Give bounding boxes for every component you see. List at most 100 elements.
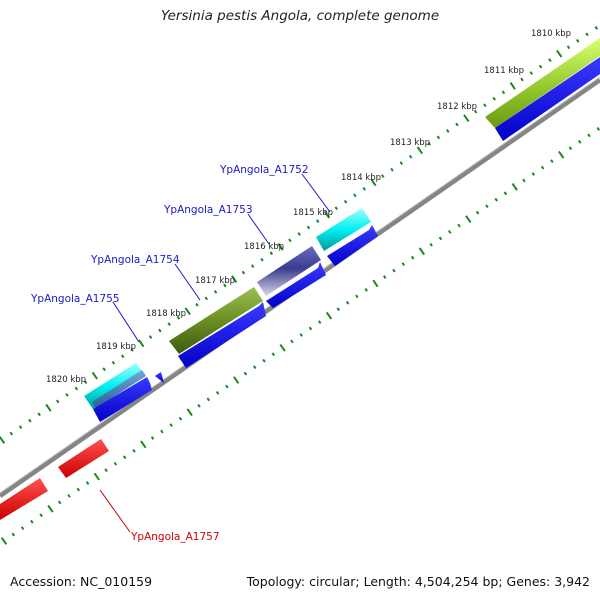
tick-mark <box>122 455 127 460</box>
tick-mark <box>538 64 543 69</box>
tick-mark <box>104 468 108 473</box>
gene-label-a1757[interactable]: YpAngola_A1757 <box>130 531 220 543</box>
tick-mark <box>20 526 25 530</box>
tick-mark <box>252 365 257 370</box>
gene-label-a1754[interactable]: YpAngola_A1754 <box>90 254 180 266</box>
tick-mark <box>243 371 248 376</box>
leader-line-a1757 <box>99 489 131 533</box>
tick-mark <box>315 219 320 223</box>
tick-mark <box>215 391 220 395</box>
tick-mark <box>531 172 536 176</box>
tick-mark <box>447 230 452 234</box>
tick-mark <box>429 242 433 247</box>
tick-mark <box>279 344 286 352</box>
tick-mark <box>308 326 313 331</box>
tick-mark <box>503 191 508 196</box>
cds-arrow-lime <box>495 57 600 141</box>
tick-mark <box>150 436 155 440</box>
gene-label-a1755[interactable]: YpAngola_A1755 <box>30 293 120 305</box>
tick-label-1818: 1818 kbp <box>146 309 186 319</box>
tick-mark <box>297 232 301 236</box>
gene-label-a1753[interactable]: YpAngola_A1753 <box>163 204 253 216</box>
tick-mark <box>399 161 404 166</box>
tick-mark <box>269 251 274 256</box>
tick-mark <box>520 77 524 82</box>
tick-mark <box>494 197 498 202</box>
tick-mark <box>241 270 246 275</box>
tick-mark <box>30 519 34 524</box>
leader-line-a1755 <box>112 301 140 343</box>
tick-mark <box>28 418 32 423</box>
tick-mark <box>262 358 266 363</box>
tick-mark <box>463 114 470 122</box>
tick-label-1815: 1815 kbp <box>293 208 333 218</box>
tick-mark <box>353 193 357 198</box>
tick-mark <box>390 167 394 172</box>
cds-arrow-a1755 <box>93 377 152 422</box>
tick-mark <box>362 187 366 191</box>
leader-line-a1753 <box>247 213 270 245</box>
tick-mark <box>57 500 62 505</box>
tick-mark <box>223 283 227 288</box>
upper-tick-row <box>0 26 599 444</box>
tick-mark <box>343 199 348 204</box>
tick-mark <box>250 264 255 269</box>
tick-mark <box>306 225 311 230</box>
tick-mark <box>55 399 60 404</box>
tick-mark <box>11 532 16 537</box>
tick-mark <box>364 288 368 292</box>
tick-label-1816: 1816 kbp <box>244 242 284 252</box>
feature-bar-olive-a1754 <box>169 287 263 354</box>
cds-track <box>93 57 600 422</box>
tick-mark <box>277 243 284 251</box>
tick-mark <box>558 150 565 159</box>
tick-label-1812: 1812 kbp <box>437 102 477 112</box>
tick-mark <box>167 322 171 326</box>
leader-line-a1754 <box>174 263 201 301</box>
tick-mark <box>120 354 125 359</box>
gene-label-a1752[interactable]: YpAngola_A1752 <box>219 164 309 176</box>
tick-mark <box>410 255 415 260</box>
genome-summary-text: Topology: circular; Length: 4,504,254 bp… <box>246 574 590 589</box>
tick-mark <box>76 487 81 492</box>
accession-text: Accession: NC_010159 <box>10 574 153 589</box>
tick-mark <box>438 236 443 241</box>
tick-mark <box>355 294 359 299</box>
feature-track-lower <box>0 439 109 520</box>
tick-mark <box>556 49 563 58</box>
tick-mark <box>299 333 303 337</box>
tick-mark <box>113 461 118 466</box>
tick-label-1819: 1819 kbp <box>96 342 136 352</box>
tick-mark <box>83 380 88 384</box>
tick-mark <box>37 412 41 417</box>
tick-mark <box>176 315 181 320</box>
tick-mark <box>65 393 69 397</box>
tick-mark <box>233 376 240 384</box>
feature-track-upper <box>84 38 600 409</box>
tick-mark <box>317 320 322 324</box>
feature-bar-lime <box>485 38 600 128</box>
feature-bar-cyan-a1752 <box>316 208 371 251</box>
tick-labels: 1810 kbp 1811 kbp 1812 kbp 1813 kbp 1814… <box>46 29 571 385</box>
tick-mark <box>473 109 478 114</box>
tick-mark <box>67 494 71 498</box>
tick-mark <box>336 307 341 312</box>
tick-mark <box>0 537 8 545</box>
tick-mark <box>370 178 377 187</box>
feature-bar-red-left <box>0 478 48 520</box>
tick-mark <box>392 268 396 273</box>
tick-mark <box>372 279 379 288</box>
tick-mark <box>501 90 506 95</box>
tick-mark <box>522 178 526 183</box>
tick-mark <box>186 408 193 417</box>
tick-mark <box>585 32 589 37</box>
tick-mark <box>271 352 276 357</box>
tick-mark <box>548 58 552 62</box>
tick-label-1817: 1817 kbp <box>195 276 235 286</box>
tick-mark <box>93 472 100 481</box>
tick-label-1810: 1810 kbp <box>531 29 571 39</box>
gene-leader-lines <box>99 173 331 533</box>
tick-mark <box>91 371 98 380</box>
tick-mark <box>9 431 14 436</box>
tick-mark <box>39 513 43 518</box>
